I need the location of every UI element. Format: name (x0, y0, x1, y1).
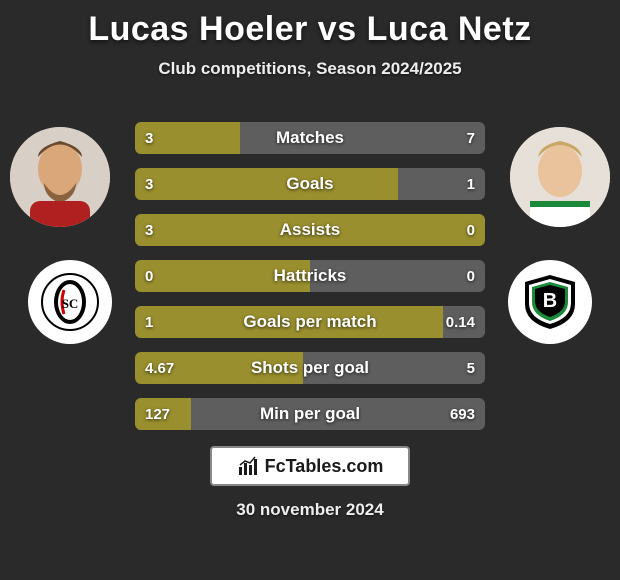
stat-value-right: 0 (467, 260, 475, 292)
stat-row: 3Goals1 (135, 168, 485, 200)
stat-row: 1Goals per match0.14 (135, 306, 485, 338)
player-right-head-icon (510, 127, 610, 227)
date-label: 30 november 2024 (0, 500, 620, 520)
stat-value-right: 5 (467, 352, 475, 384)
stat-row: 3Matches7 (135, 122, 485, 154)
club-left-logo: SC (28, 260, 112, 344)
stats-container: 3Matches73Goals13Assists00Hattricks01Goa… (135, 122, 485, 444)
stat-row: 3Assists0 (135, 214, 485, 246)
stat-value-right: 693 (450, 398, 475, 430)
player-left-head-icon (10, 127, 110, 227)
stat-label: Assists (135, 214, 485, 246)
page-title: Lucas Hoeler vs Luca Netz (0, 0, 620, 49)
stat-label: Shots per goal (135, 352, 485, 384)
stat-value-right: 1 (467, 168, 475, 200)
stat-row: 0Hattricks0 (135, 260, 485, 292)
svg-text:B: B (543, 290, 557, 312)
club-right-logo: B (508, 260, 592, 344)
stat-label: Goals (135, 168, 485, 200)
chart-icon (237, 455, 259, 477)
stat-row: 4.67Shots per goal5 (135, 352, 485, 384)
gladbach-logo-icon: B (520, 272, 580, 332)
svg-text:SC: SC (62, 296, 79, 311)
brand-label: FcTables.com (265, 456, 384, 477)
player-left-avatar (10, 127, 110, 227)
player-right-avatar (510, 127, 610, 227)
stat-value-right: 0 (467, 214, 475, 246)
page-subtitle: Club competitions, Season 2024/2025 (0, 59, 620, 79)
stat-label: Matches (135, 122, 485, 154)
stat-label: Min per goal (135, 398, 485, 430)
freiburg-logo-icon: SC (40, 272, 100, 332)
stat-value-right: 0.14 (446, 306, 475, 338)
stat-label: Goals per match (135, 306, 485, 338)
stat-value-right: 7 (467, 122, 475, 154)
stat-row: 127Min per goal693 (135, 398, 485, 430)
stat-label: Hattricks (135, 260, 485, 292)
brand-box: FcTables.com (210, 446, 410, 486)
